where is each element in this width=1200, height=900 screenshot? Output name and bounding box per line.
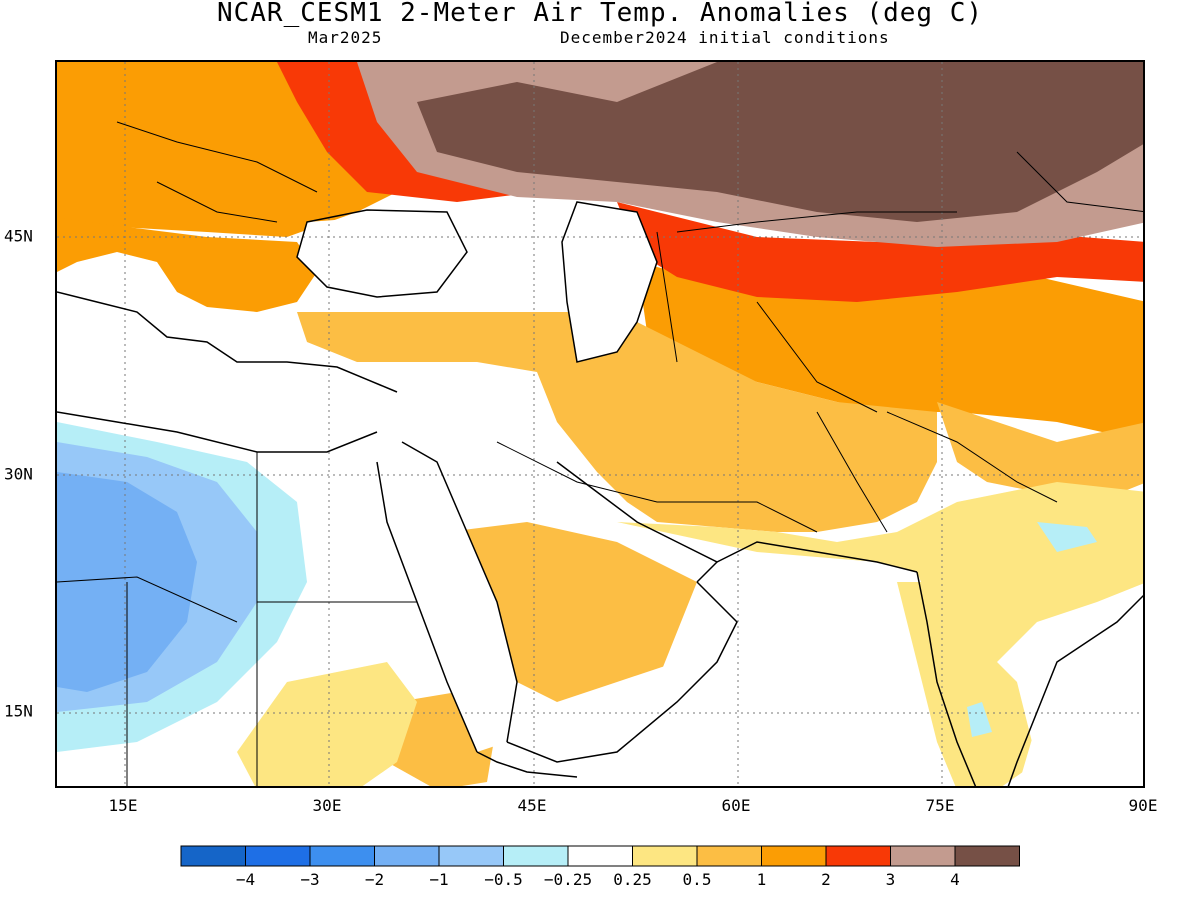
colorbar-swatch-9 [761,845,827,867]
valid-month-label: Mar2025 [308,28,383,47]
anomaly-region-neg1to0p5-india2 [967,702,992,737]
anomaly-region-0p5to1 [297,312,937,532]
colorbar-label-10: 3 [885,870,896,889]
colorbar-label-8: 1 [756,870,767,889]
black-sea-coast [296,209,468,298]
anomaly-region-0p25to0p5-africa [237,662,417,786]
anomaly-region-0p25to0p5 [617,482,1143,682]
colorbar-swatch-0 [180,845,246,867]
colorbar-swatch-1 [245,845,311,867]
persian-gulf [556,461,719,583]
caspian-mask [562,202,657,362]
lon-label-75e: 75E [925,796,955,815]
anomaly-region-1to2-south [57,217,317,312]
colorbar-label-4: −0.5 [484,870,523,889]
arabian-sea-mask [617,562,956,786]
lon-label-15e: 15E [108,796,138,815]
colorbar-swatch-2 [309,845,375,867]
india-west-coast [916,571,977,786]
colorbar-label-7: 0.5 [682,870,712,889]
med-south-coast [57,411,378,453]
black-sea-mask [297,212,467,297]
colorbar-swatch-11 [890,845,956,867]
anomaly-region-above4 [417,62,1143,222]
caspian-coast [561,201,658,363]
india-east-coast [1007,594,1143,786]
country-borders [57,121,1143,786]
iran-pakistan-coast [716,541,918,573]
colorbar-swatch-4 [438,845,504,867]
initial-conditions-label: December2024 initial conditions [560,28,890,47]
anomaly-region-0p5to1-india [937,402,1143,502]
colorbar-swatch-3 [374,845,440,867]
anomaly-shading [57,62,1143,786]
lon-label-60e: 60E [721,796,751,815]
colorbar-swatch-5 [503,845,569,867]
colorbar-swatch-6 [567,845,633,867]
colorbar-swatch-12 [954,845,1020,867]
red-sea-east [401,441,518,743]
arabia-south-coast [506,581,738,763]
anomaly-region-neg1to0p5-india [1037,522,1097,552]
colorbar-swatch-10 [825,845,891,867]
anomaly-map [55,60,1145,788]
mediterranean-mask [57,292,397,452]
colorbar-label-0: −4 [235,870,256,889]
colorbar-label-11: 4 [950,870,960,889]
colorbar-swatch-8 [696,845,762,867]
colorbar-label-2: −2 [364,870,385,889]
lat-label-45n: 45N [4,226,33,246]
colorbar-label-3: −1 [429,870,449,889]
colorbar-label-1: −3 [300,870,320,889]
lon-label-45e: 45E [517,796,547,815]
colorbar-label-6: 0.25 [613,870,652,889]
red-sea-mask [377,432,517,752]
colorbar-label-9: 2 [821,870,831,889]
med-north-coast [57,291,398,393]
anomaly-region-2to3-asia [617,202,1143,302]
lon-label-90e: 90E [1128,796,1158,815]
map-title: NCAR_CESM1 2-Meter Air Temp. Anomalies (… [216,0,984,28]
colorbar-label-5: −0.25 [543,870,593,889]
bay-of-bengal-mask [1018,622,1143,786]
graticule [57,62,1143,786]
lat-label-15n: 15N [4,701,33,721]
colorbar [180,845,1020,867]
africa-horn [476,751,578,778]
masked-areas [57,202,1143,786]
anomaly-region-1to2-asia [637,262,1143,442]
colorbar-swatch-7 [632,845,698,867]
lon-label-30e: 30E [312,796,342,815]
lat-label-30n: 30N [4,464,33,484]
